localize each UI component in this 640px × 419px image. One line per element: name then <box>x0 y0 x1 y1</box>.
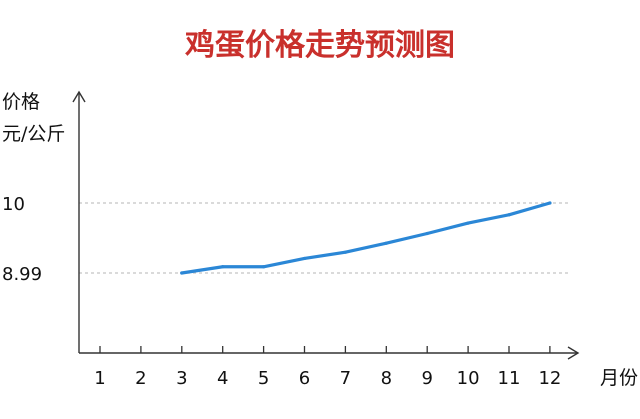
x-tick-label: 1 <box>94 368 105 389</box>
x-tick-label: 8 <box>381 368 392 389</box>
y-axis-label-line2: 元/公斤 <box>2 123 65 145</box>
series <box>180 201 552 275</box>
data-point <box>343 250 347 254</box>
x-tick-label: 5 <box>258 368 269 389</box>
x-axis-arrow <box>567 346 580 360</box>
y-axis-arrow <box>72 90 86 103</box>
data-point <box>425 231 429 236</box>
series-line <box>180 201 552 275</box>
data-point <box>180 271 184 275</box>
x-tick-label: 4 <box>217 368 228 389</box>
x-tick-label: 11 <box>498 368 521 389</box>
data-point <box>384 241 388 245</box>
y-tick-label: 8.99 <box>2 264 42 285</box>
y-ticks: 108.99 <box>2 194 42 285</box>
axes <box>72 90 580 360</box>
x-tick-label: 2 <box>135 368 146 389</box>
grid <box>79 202 570 274</box>
chart-title: 鸡蛋价格走势预测图 <box>185 28 455 63</box>
y-axis-label-line1: 价格 <box>2 91 40 113</box>
data-point <box>262 265 266 269</box>
x-tick-label: 7 <box>340 368 351 389</box>
y-tick-label: 10 <box>2 194 25 215</box>
x-tick-label: 3 <box>176 368 187 389</box>
data-point <box>302 256 307 261</box>
x-ticks: 1 2 3 4 5 6 7 8 9 10 11 12 <box>94 346 561 389</box>
x-tick-label: 9 <box>421 368 432 389</box>
data-point <box>466 221 470 225</box>
x-tick-label: 6 <box>299 368 310 389</box>
data-point <box>548 201 552 205</box>
data-point <box>507 213 511 217</box>
x-axis-label: 月份 <box>600 367 638 389</box>
x-tick-label: 12 <box>538 368 561 389</box>
x-tick-label: 10 <box>457 368 480 389</box>
data-point <box>221 265 225 269</box>
